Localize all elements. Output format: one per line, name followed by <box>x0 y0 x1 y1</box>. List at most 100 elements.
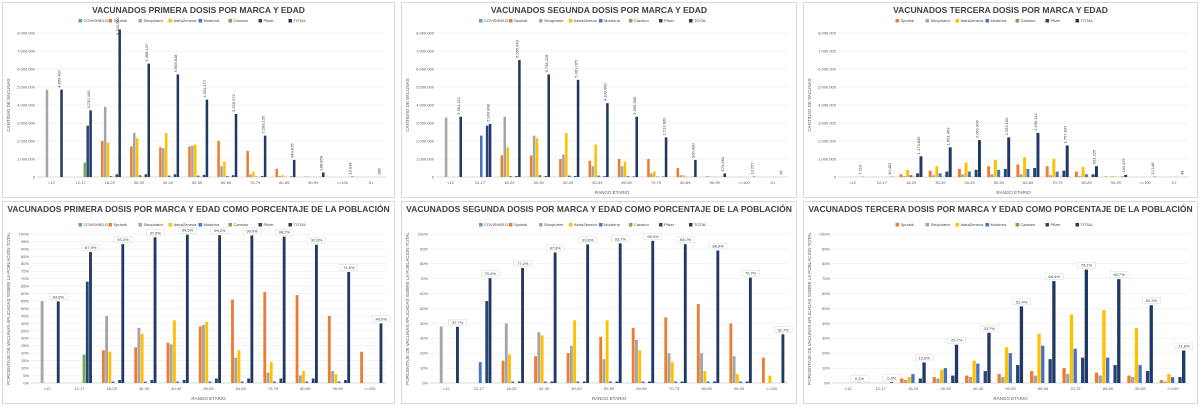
bar-pfizer <box>550 381 554 383</box>
x-tick-label: 12-17 <box>877 180 888 185</box>
bar-pfizer <box>485 301 489 383</box>
bar-total <box>748 277 752 383</box>
data-label: 25,7% <box>951 338 963 343</box>
bar-moderna <box>739 381 743 383</box>
bar-sinopharm <box>936 378 940 383</box>
legend-label: COVISHIELD <box>484 222 508 227</box>
legend-swatch <box>258 19 262 23</box>
bar-sputnik <box>1029 371 1034 383</box>
bar-moderna <box>167 175 171 177</box>
legend-label: COVISHIELD <box>484 18 508 23</box>
data-label: 88,9% <box>712 244 724 249</box>
bar-sinopharm <box>1078 176 1082 177</box>
bar-sinopharm <box>105 315 109 383</box>
x-tick-label: 18-29 <box>906 180 917 185</box>
y-tick-label: 40% <box>21 321 29 326</box>
legend-swatch <box>479 223 483 227</box>
bar-pfizer <box>1062 170 1066 177</box>
bar-sinopharm <box>1033 375 1037 383</box>
data-label-box <box>242 227 262 235</box>
data-label-box <box>578 236 597 244</box>
bar-total <box>977 140 981 177</box>
data-label: 130.475 <box>1121 158 1126 173</box>
bar-sputnik <box>900 378 904 383</box>
data-label: 93,7% <box>615 236 627 241</box>
bar-sputnik <box>166 342 170 383</box>
bar-pfizer <box>1048 359 1052 383</box>
data-label: 13,8% <box>919 355 931 360</box>
legend-label: Cansino <box>1021 222 1036 227</box>
legend-label: Cansino <box>634 18 649 23</box>
bar-total <box>250 235 254 383</box>
bar-sinopharm <box>700 353 703 383</box>
data-label: 13.938 <box>348 162 353 175</box>
legend-label: Moderna <box>204 222 221 227</box>
data-label-box <box>1012 298 1031 306</box>
bar-sputnik <box>198 326 202 383</box>
x-tick-label: <12 <box>44 386 52 391</box>
data-label: 10.452 <box>887 162 892 175</box>
x-tick-label: 90-99 <box>332 386 343 391</box>
bar-total <box>664 137 668 177</box>
data-label: 12.148 <box>1150 162 1155 175</box>
bar-total <box>89 252 92 383</box>
bar-sputnik <box>559 159 562 177</box>
data-label: 2.963.868 <box>485 103 490 122</box>
y-tick-label: 2.000.000 <box>17 138 36 143</box>
legend-swatch <box>138 19 142 23</box>
bar-pfizer <box>945 171 949 177</box>
data-label: 0,5% <box>887 375 897 380</box>
bar-total <box>954 344 959 383</box>
y-tick-label: 95% <box>21 239 29 244</box>
bar-moderna <box>609 381 612 383</box>
y-tick-label: 70% <box>822 276 830 281</box>
bar-pfizer <box>1033 168 1037 177</box>
data-label: 601.225 <box>1092 149 1097 164</box>
bar-total <box>322 172 325 177</box>
legend-label: Moderna <box>604 18 621 23</box>
legend-swatch <box>78 223 82 227</box>
bar-pfizer <box>231 175 235 177</box>
chart-svg: VACUNADOS PRIMERA DOSIS POR MARCA Y EDAD… <box>6 5 386 185</box>
bar-moderna <box>538 175 542 177</box>
data-label-box <box>372 315 391 323</box>
y-tick-label: 80% <box>822 261 830 266</box>
x-tick-label: S.I. <box>368 180 374 185</box>
bar-total <box>1117 279 1121 383</box>
legend-swatch <box>1045 19 1049 23</box>
legend-label: Sinopharm <box>544 18 564 23</box>
y-tick-label: 40% <box>420 321 428 326</box>
y-tick-label: 60% <box>420 291 428 296</box>
bar-pfizer <box>260 176 264 177</box>
data-label: 99,2% <box>214 228 226 233</box>
bar-sputnik <box>664 317 668 383</box>
x-tick-label: 60-69 <box>636 386 647 391</box>
y-tick-label: 50% <box>822 306 830 311</box>
data-label: 76,1% <box>1081 263 1093 268</box>
y-tick-label: 1.000.000 <box>17 156 36 161</box>
legend-label: TOTAL <box>294 18 307 23</box>
x-tick-label: 30-39 <box>935 180 946 185</box>
legend-label: Pfizer <box>664 222 675 227</box>
bar-moderna <box>511 381 515 383</box>
legend-swatch <box>925 19 929 23</box>
bar-sputnik <box>159 147 162 177</box>
x-tick-label: <12 <box>48 180 56 185</box>
y-tick-label: 0 <box>834 174 837 179</box>
bar-sputnik <box>1062 368 1066 383</box>
x-tick-label: 80-89 <box>680 180 691 185</box>
legend-swatch <box>198 223 202 227</box>
bar-pfizer <box>582 381 586 383</box>
x-tick-label: 18-29 <box>107 386 118 391</box>
x-tick-label: 18-29 <box>504 180 515 185</box>
data-label-box <box>448 319 467 326</box>
bar-sinopharm <box>1001 377 1005 383</box>
legend-label: Sinopharm <box>931 222 951 227</box>
bar-sputnik <box>231 299 234 383</box>
bar-astrazeneca <box>508 354 511 383</box>
y-tick-label: 7.000.000 <box>818 48 837 53</box>
data-label: 99,5% <box>182 228 194 233</box>
bar-astrazeneca <box>334 374 338 383</box>
bar-sinopharm <box>1019 174 1023 177</box>
x-tick-label: >=100 <box>337 180 349 185</box>
